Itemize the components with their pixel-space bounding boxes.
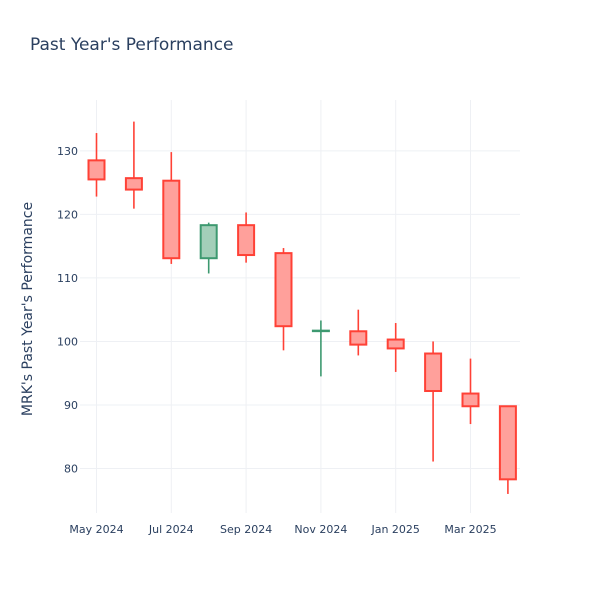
candle — [199, 222, 218, 274]
candle — [87, 133, 106, 197]
candle-body — [498, 405, 517, 481]
x-tick-label: Mar 2025 — [444, 523, 496, 536]
y-tick-label: 120 — [57, 208, 78, 221]
x-axis-ticks: May 2024 Jul 2024 Sep 2024 Nov 2024 Jan 2025… — [69, 523, 496, 536]
candle — [498, 405, 517, 494]
candles — [87, 121, 517, 494]
candle — [237, 212, 256, 263]
x-tick-label: Jul 2024 — [148, 523, 194, 536]
y-tick-label: 130 — [57, 145, 78, 158]
candle-body — [349, 330, 368, 346]
x-tick-label: Jan 2025 — [370, 523, 419, 536]
candle-body — [87, 159, 106, 181]
candle — [386, 323, 405, 372]
candle — [349, 309, 368, 356]
y-axis-ticks: 80 90 100 110 120 130 — [57, 145, 78, 476]
x-tick-label: Sep 2024 — [220, 523, 272, 536]
candle — [424, 341, 443, 462]
candle-body — [162, 179, 181, 260]
x-tick-label: Nov 2024 — [294, 523, 347, 536]
candle-body — [237, 224, 256, 257]
chart-title: Past Year's Performance — [30, 35, 234, 55]
y-tick-label: 90 — [64, 399, 78, 412]
candle-body — [199, 224, 218, 260]
candle-body — [386, 338, 405, 350]
candle — [311, 320, 330, 377]
candle-body — [424, 352, 443, 393]
candle-body — [311, 329, 330, 333]
grid — [80, 100, 520, 513]
y-tick-label: 100 — [57, 335, 78, 348]
y-tick-label: 110 — [57, 272, 78, 285]
x-tick-label: May 2024 — [69, 523, 123, 536]
candle-body — [461, 392, 480, 408]
y-axis-label: MRK's Past Year's Performance — [20, 202, 36, 416]
candle-body — [274, 252, 293, 328]
candle — [461, 358, 480, 425]
candle — [162, 152, 181, 264]
candle — [124, 121, 143, 209]
candle — [274, 248, 293, 351]
y-tick-label: 80 — [64, 463, 78, 476]
candle-body — [124, 177, 143, 191]
